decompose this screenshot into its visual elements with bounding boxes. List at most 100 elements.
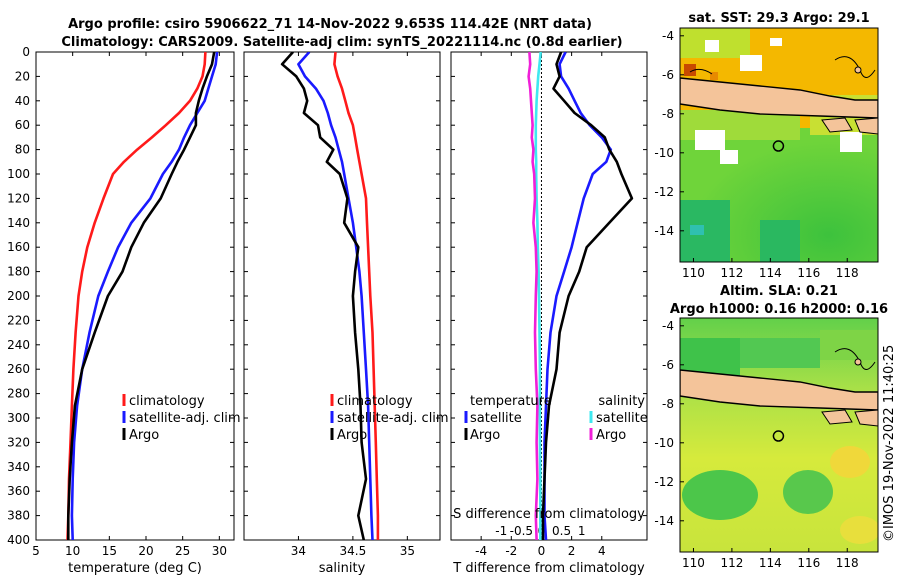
s-difference-label: S difference from climatology — [453, 507, 645, 522]
legend-argo: Argo — [337, 428, 367, 443]
s-tick-label: -1 — [495, 524, 507, 538]
x-tick-label: 4 — [598, 544, 606, 558]
temperature-series — [66, 52, 219, 540]
x-tick-label: 25 — [175, 544, 190, 558]
depth-tick-label: 100 — [7, 167, 30, 181]
depth-tick-label: 40 — [15, 94, 30, 108]
map-x-tick-label: 112 — [720, 556, 743, 570]
figure-title-line1: Argo profile: csiro 5906622_71 14-Nov-20… — [68, 17, 592, 32]
series-line-satellite-adj-clim — [70, 52, 219, 540]
difference-plot-frame — [450, 51, 648, 541]
s-tick-label: 1 — [578, 524, 586, 538]
depth-tick-label: 320 — [7, 435, 30, 449]
map-y-tick-label: -4 — [662, 29, 674, 43]
difference-xlabel: T difference from climatology — [452, 561, 645, 576]
legend-climatology: climatology — [337, 394, 413, 409]
credit-text: ©IMOS 19-Nov-2022 11:40:25 — [882, 345, 897, 542]
legend-header-temperature: temperature — [470, 394, 552, 409]
map-y-tick-label: -10 — [654, 436, 674, 450]
legend-climatology: climatology — [129, 394, 205, 409]
depth-tick-label: 140 — [7, 216, 30, 230]
sla-map-ticks: 110 112 114 116 118 -4 -6 -8 -10 -12 -14 — [654, 319, 858, 570]
sst-map-frame — [679, 27, 879, 263]
depth-tick-label: 300 — [7, 411, 30, 425]
legend-argo: Argo — [129, 428, 159, 443]
depth-tick-label: 400 — [7, 533, 30, 547]
legend-t-argo: Argo — [470, 428, 500, 443]
depth-tick-label: 0 — [22, 45, 30, 59]
depth-tick-label: 280 — [7, 387, 30, 401]
map-y-tick-label: -10 — [654, 146, 674, 160]
map-x-tick-label: 112 — [720, 266, 743, 280]
salinity-legend: climatology satellite-adj. clim Argo — [330, 394, 449, 443]
depth-tick-label: 380 — [7, 509, 30, 523]
x-tick-label: -4 — [475, 544, 487, 558]
sst-map-title: sat. SST: 29.3 Argo: 29.1 — [688, 11, 869, 26]
x-tick-label: 10 — [65, 544, 80, 558]
sla-map-title-line1: Altim. SLA: 0.21 — [720, 284, 838, 299]
depth-tick-label: 120 — [7, 191, 30, 205]
depth-tick-label: 60 — [15, 118, 30, 132]
map-y-tick-label: -4 — [662, 319, 674, 333]
series-line-satellite-adj-clim — [297, 52, 374, 540]
depth-tick-label: 340 — [7, 460, 30, 474]
sst-map-ticks: 110 112 114 116 118 -4 -6 -8 -10 -12 -14 — [654, 29, 858, 280]
sla-map-frame — [679, 317, 879, 553]
x-tick-label: 20 — [138, 544, 153, 558]
map-x-tick-label: 110 — [682, 556, 705, 570]
map-x-tick-label: 116 — [797, 556, 820, 570]
difference-legend: temperature salinity satellite Argo sate… — [464, 394, 648, 443]
x-tick-label: 5 — [32, 544, 40, 558]
sla-map-title-line2: Argo h1000: 0.16 h2000: 0.16 — [670, 302, 888, 317]
map-x-tick-label: 116 — [797, 266, 820, 280]
x-tick-label: -2 — [505, 544, 517, 558]
argo-location-marker — [772, 430, 785, 442]
depth-tick-label: 360 — [7, 484, 30, 498]
map-y-tick-label: -12 — [654, 475, 674, 489]
argo-location-marker — [772, 140, 785, 152]
depth-tick-label: 160 — [7, 240, 30, 254]
map-x-tick-label: 114 — [759, 556, 782, 570]
series-line-argo — [67, 52, 216, 540]
series-line-climatology — [66, 52, 207, 540]
legend-header-salinity: salinity — [598, 394, 645, 409]
legend-s-argo: Argo — [596, 428, 626, 443]
x-tick-label: 30 — [212, 544, 227, 558]
depth-tick-label: 180 — [7, 265, 30, 279]
temperature-plot-frame — [35, 51, 235, 541]
salinity-plot-frame — [243, 51, 441, 541]
x-tick-label: 0 — [538, 544, 546, 558]
legend-t-satellite: satellite — [470, 411, 522, 426]
map-y-tick-label: -6 — [662, 68, 674, 82]
temperature-xlabel: temperature (deg C) — [68, 561, 202, 576]
legend-satellite-adj: satellite-adj. clim — [129, 411, 241, 426]
s-tick-label: -0.5 — [510, 524, 533, 538]
salinity-series — [280, 52, 380, 540]
temperature-axis-ticks: 5 10 15 20 25 30 — [32, 52, 227, 558]
series-line-s-argo — [527, 52, 539, 540]
depth-tick-label: 20 — [15, 69, 30, 83]
x-tick-label: 15 — [102, 544, 117, 558]
temperature-legend: climatology satellite-adj. clim Argo — [122, 394, 241, 443]
map-y-tick-label: -14 — [654, 224, 674, 238]
depth-tick-label: 80 — [15, 143, 30, 157]
map-x-tick-label: 114 — [759, 266, 782, 280]
legend-s-satellite: satellite — [596, 411, 648, 426]
salinity-axis-ticks: 34 34.5 35 — [291, 52, 415, 558]
legend-satellite-adj: satellite-adj. clim — [337, 411, 449, 426]
salinity-xlabel: salinity — [319, 561, 366, 576]
x-tick-label: 34 — [291, 544, 306, 558]
map-x-tick-label: 110 — [682, 266, 705, 280]
x-tick-label: 2 — [568, 544, 576, 558]
sst-map-image — [680, 28, 878, 262]
map-y-tick-label: -14 — [654, 514, 674, 528]
series-line-climatology — [333, 52, 380, 540]
figure-title-line2: Climatology: CARS2009. Satellite-adj cli… — [61, 35, 622, 50]
map-x-tick-label: 118 — [836, 556, 859, 570]
map-y-tick-label: -8 — [662, 397, 674, 411]
depth-tick-label: 200 — [7, 289, 30, 303]
depth-tick-label: 240 — [7, 338, 30, 352]
x-tick-label: 34.5 — [340, 544, 367, 558]
series-line-t-satellite — [543, 52, 613, 540]
